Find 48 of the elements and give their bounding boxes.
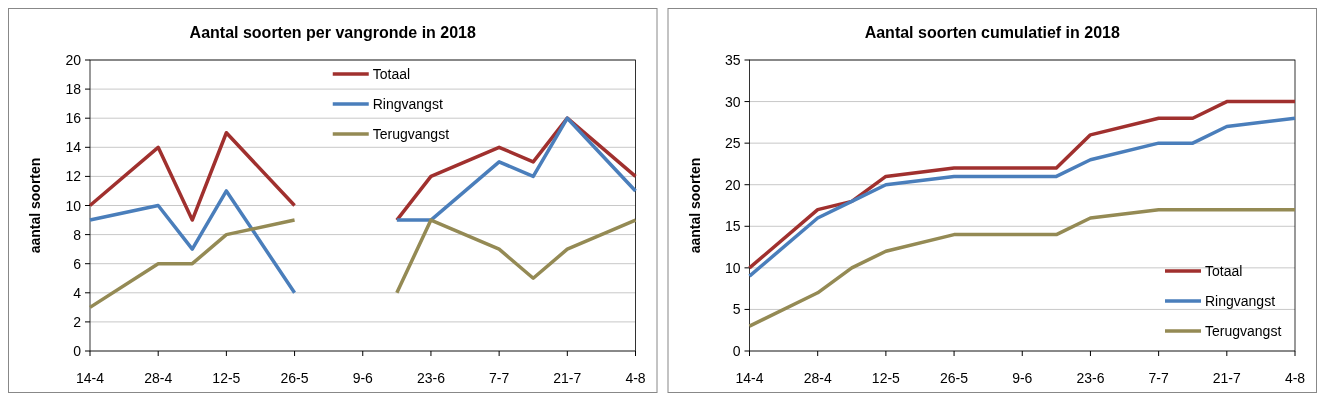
y-tick-label: 0 — [73, 343, 82, 359]
y-tick-label: 25 — [724, 135, 741, 152]
legend-label: Totaal — [372, 66, 411, 82]
y-tick-label: 16 — [65, 110, 82, 127]
y-axis-title: aantal soorten — [27, 157, 43, 254]
x-tick-label: 23-6 — [1076, 370, 1105, 386]
y-tick-label: 0 — [732, 343, 741, 359]
y-tick-label: 5 — [732, 301, 741, 318]
y-tick-label: 6 — [73, 255, 82, 272]
x-tick-label: 26-5 — [280, 370, 309, 386]
x-tick-label: 23-6 — [416, 370, 446, 386]
y-tick-label: 20 — [65, 52, 82, 68]
legend-label: Ringvangst — [372, 96, 443, 112]
legend-label: Totaal — [1205, 263, 1243, 279]
x-tick-label: 14-4 — [735, 370, 764, 386]
x-tick-label: 21-7 — [553, 370, 582, 386]
x-tick-label: 14-4 — [75, 370, 105, 386]
legend-label: Terugvangst — [372, 126, 450, 142]
chart-title: Aantal soorten per vangronde in 2018 — [189, 24, 476, 41]
y-tick-label: 35 — [724, 52, 741, 68]
y-tick-label: 20 — [724, 176, 741, 193]
y-tick-label: 18 — [65, 81, 82, 98]
legend-label: Ringvangst — [1205, 293, 1276, 309]
x-tick-label: 7-7 — [1148, 370, 1169, 386]
x-tick-label: 7-7 — [489, 370, 510, 386]
x-tick-label: 28-4 — [144, 370, 173, 386]
y-tick-label: 15 — [724, 218, 741, 235]
y-tick-label: 4 — [73, 284, 82, 301]
x-tick-label: 26-5 — [940, 370, 969, 386]
legend-label: Terugvangst — [1205, 323, 1282, 339]
x-tick-label: 21-7 — [1212, 370, 1242, 386]
x-tick-label: 9-6 — [352, 370, 374, 386]
x-tick-label: 28-4 — [803, 370, 832, 386]
x-tick-label: 12-5 — [212, 370, 241, 386]
x-tick-label: 9-6 — [1012, 370, 1033, 386]
x-tick-label: 12-5 — [871, 370, 901, 386]
y-tick-label: 14 — [65, 139, 82, 156]
y-tick-label: 30 — [724, 93, 741, 110]
x-tick-label: 4-8 — [625, 370, 646, 386]
line-series — [747, 207, 1297, 328]
y-tick-label: 10 — [724, 259, 741, 276]
y-axis-title: aantal soorten — [686, 157, 703, 254]
y-tick-label: 10 — [65, 197, 82, 214]
x-tick-label: 4-8 — [1284, 370, 1306, 386]
chart-title: Aantal soorten cumulatief in 2018 — [864, 24, 1120, 41]
y-tick-label: 12 — [65, 168, 82, 185]
y-tick-label: 2 — [73, 313, 82, 330]
y-tick-label: 8 — [73, 226, 82, 243]
